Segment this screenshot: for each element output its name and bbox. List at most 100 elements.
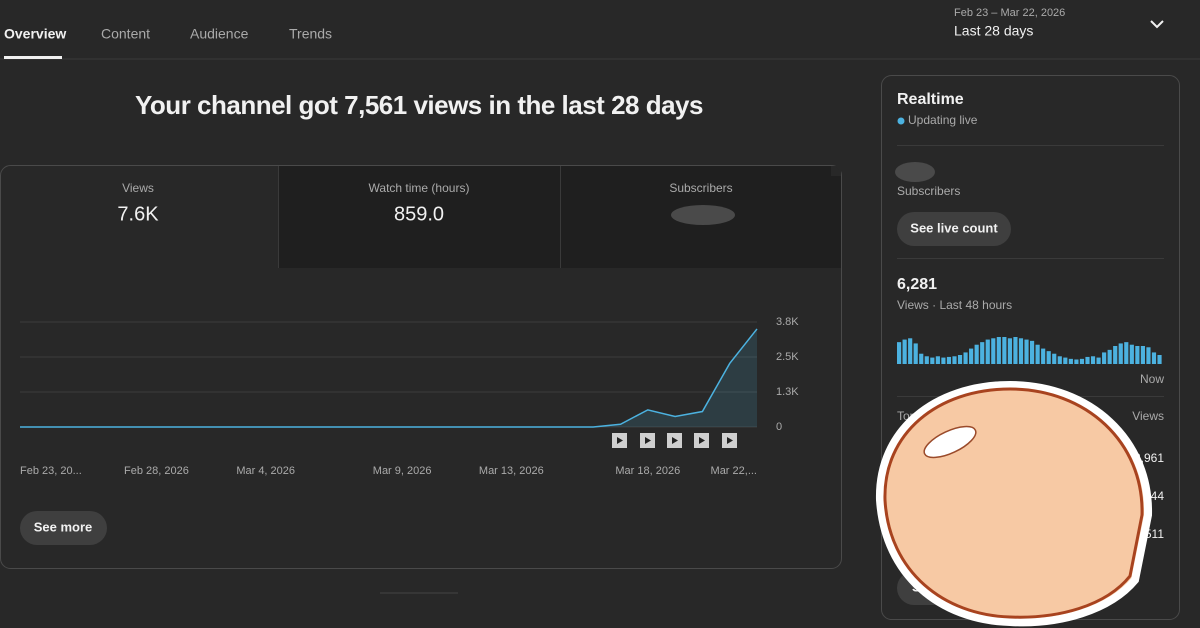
bar [902,339,907,364]
bar [1107,349,1112,364]
tab-underline [4,56,62,59]
bar [1046,351,1051,364]
bar [1024,339,1029,364]
bar [1013,337,1018,364]
live-count-label[interactable]: See live count [910,220,998,235]
y-tick-label: 3.8K [776,316,799,328]
see-more-label[interactable]: See more [34,519,93,534]
bar [1007,338,1012,364]
bar [924,356,929,364]
headline: Your channel got 7,561 views in the last… [135,90,703,120]
tab[interactable]: Overview [4,26,66,42]
y-tick-label: 0 [776,421,782,433]
bar [1113,346,1118,364]
bar [1052,353,1057,364]
video-marker[interactable] [722,433,737,448]
top-views-label: Views [1132,409,1164,423]
bar [957,355,963,364]
bar [935,356,940,364]
bar [1118,343,1123,364]
bar [1146,347,1151,364]
bar [1090,356,1096,364]
bar [1102,352,1107,364]
x-tick-label: Mar 13, 2026 [479,465,544,477]
live-status: Updating live [908,113,978,127]
bar [946,356,952,364]
live-dot [897,117,905,125]
bar [1151,352,1157,364]
bar [980,342,985,364]
metric-label[interactable]: Views [122,181,154,195]
bar [1063,357,1068,364]
bar [908,338,913,364]
x-tick-label: Mar 4, 2026 [236,465,295,477]
bar [913,343,918,364]
bar [1030,340,1035,364]
bar [1157,355,1162,364]
metric-value: 859.0 [394,203,444,225]
x-axis-label: Now [1140,372,1164,386]
bar [1079,358,1085,364]
area [20,328,757,427]
bar [985,339,990,364]
plot: 0 1.3K 2.5K 3.8K Feb 23, 20... Feb 28, 2026 Ma… [20,316,799,477]
bar [1129,344,1134,364]
subscribers-label: Subscribers [897,184,960,198]
bar [1124,342,1129,364]
x-tick-label: Mar 22,... [711,465,757,477]
bar [1068,358,1073,364]
x-tick-label: Feb 28, 2026 [124,465,189,477]
y-tick-label: 2.5K [776,351,799,363]
see-more-button[interactable] [20,511,107,545]
realtime-views-label: Views · Last 48 hours [897,298,1012,312]
bar [1074,359,1079,364]
metric-label[interactable]: Subscribers [669,181,732,195]
bar [1140,346,1145,364]
x-tick-label: Mar 18, 2026 [615,465,680,477]
date-label[interactable]: Last 28 days [954,23,1033,39]
bar [1057,356,1062,364]
tab[interactable]: Audience [190,26,249,42]
live-count-button[interactable] [897,212,1011,246]
bar [897,342,902,364]
video-marker[interactable] [612,433,627,448]
tab[interactable]: Content [101,26,150,42]
redacted-blur [671,205,735,225]
top-value: 511 [1145,527,1164,541]
video-marker[interactable] [640,433,655,448]
bar [1035,344,1040,364]
dropdown-chevron[interactable] [1150,20,1164,29]
redacted-blur [895,162,935,182]
video-markers [612,433,737,448]
corner [831,166,841,176]
top-value: 44 [1151,489,1165,503]
metric-label[interactable]: Watch time (hours) [369,181,470,195]
bar [941,357,946,364]
line [20,328,758,428]
bar [1018,338,1024,364]
bar [930,357,935,364]
y-tick-label: 1.3K [776,386,799,398]
realtime-views: 6,281 [897,276,937,293]
bar [952,356,957,364]
bar [974,344,979,364]
x-tick-label: Feb 23, 20... [20,465,82,477]
video-marker[interactable] [667,433,682,448]
bar [1085,356,1090,364]
bar [1135,346,1140,364]
metric-value: 7.6K [117,203,159,225]
bar [1096,357,1101,364]
tab[interactable]: Trends [289,26,332,42]
realtime-chart: Now [897,337,1164,386]
date-range[interactable]: Feb 23 – Mar 22, 2026 [954,7,1065,19]
corner-fix [831,166,841,176]
bar [991,338,996,364]
bar [963,352,968,364]
bar [919,353,924,364]
bar [969,348,974,364]
bar [1041,348,1046,364]
video-marker[interactable] [694,433,709,448]
overlay-sticker [875,380,1153,627]
